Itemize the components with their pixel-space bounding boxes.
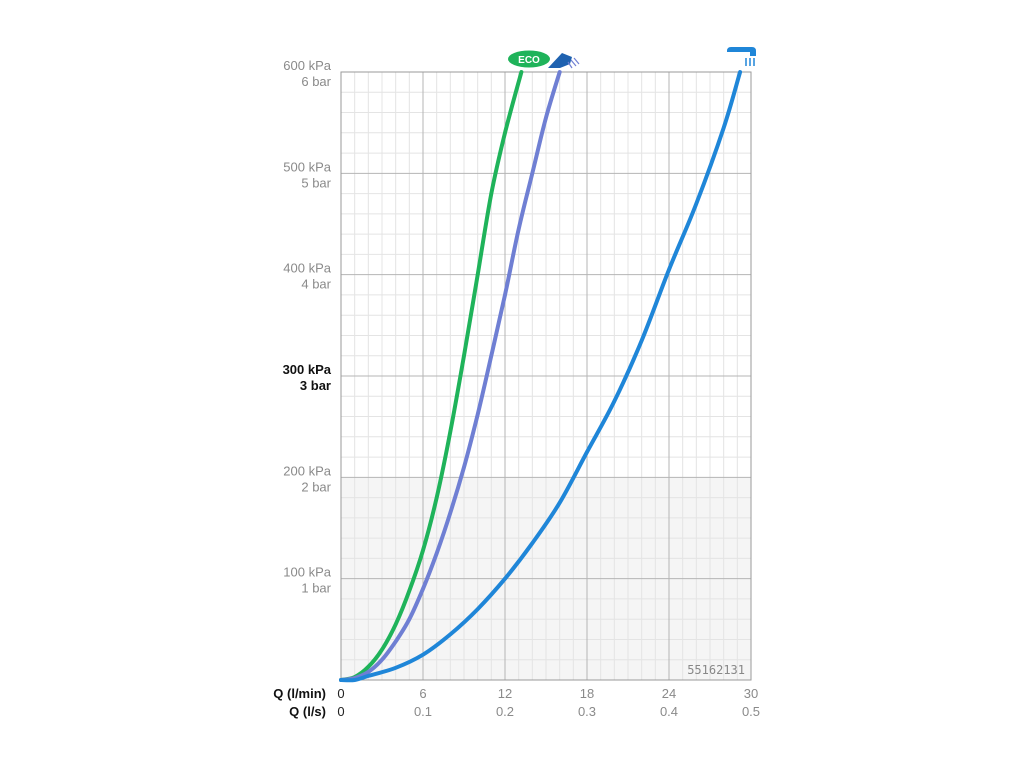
x-tick-label-lmin: 18 — [580, 686, 594, 701]
y-tick-kpa-label: 400 kPa — [283, 261, 331, 276]
y-tick-bar-label: 2 bar — [301, 479, 331, 494]
x-axis-label-lmin: Q (l/min) — [273, 686, 326, 701]
x-tick-label-ls: 0.1 — [414, 704, 432, 719]
y-tick-bar-label: 3 bar — [300, 378, 331, 393]
plot-frame — [340, 71, 752, 681]
x-tick-label-ls: 0 — [337, 704, 344, 719]
eco-shower-head-icon: ECO — [508, 50, 580, 69]
x-tick-label-lmin: 6 — [419, 686, 426, 701]
y-tick-bar-label: 6 bar — [301, 74, 331, 89]
product-code: 55162131 — [687, 663, 745, 677]
x-tick-label-lmin: 0 — [337, 686, 344, 701]
y-tick-kpa-label: 500 kPa — [283, 159, 331, 174]
eco-label: ECO — [518, 55, 540, 66]
x-tick-label-ls: 0.5 — [742, 704, 760, 719]
y-tick-kpa-label: 600 kPa — [283, 58, 331, 73]
x-tick-label-ls: 0.2 — [496, 704, 514, 719]
y-tick-kpa-label: 300 kPa — [283, 362, 332, 377]
x-tick-label-ls: 0.3 — [578, 704, 596, 719]
series-line-eco-shower-head — [339, 70, 524, 682]
x-tick-label-lmin: 12 — [498, 686, 512, 701]
y-tick-bar-label: 5 bar — [301, 175, 331, 190]
x-tick-label-lmin: 30 — [744, 686, 758, 701]
x-axis-label-ls: Q (l/s) — [289, 704, 326, 719]
y-tick-kpa-label: 200 kPa — [283, 463, 331, 478]
grid-major-lines — [340, 71, 752, 681]
y-tick-bar-label: 1 bar — [301, 581, 331, 596]
series-line-overhead-shower — [339, 70, 743, 683]
overhead-shower-icon — [727, 47, 756, 66]
y-tick-bar-label: 4 bar — [301, 277, 331, 292]
y-tick-kpa-label: 100 kPa — [283, 565, 331, 580]
series-line-shower-head — [339, 70, 562, 682]
x-tick-label-lmin: 24 — [662, 686, 676, 701]
x-axis-tick-labels: 0 0 6 0.1 12 0.2 18 0.3 24 0.4 30 0.5 — [337, 686, 760, 719]
x-tick-label-ls: 0.4 — [660, 704, 678, 719]
series-lines — [339, 70, 743, 683]
